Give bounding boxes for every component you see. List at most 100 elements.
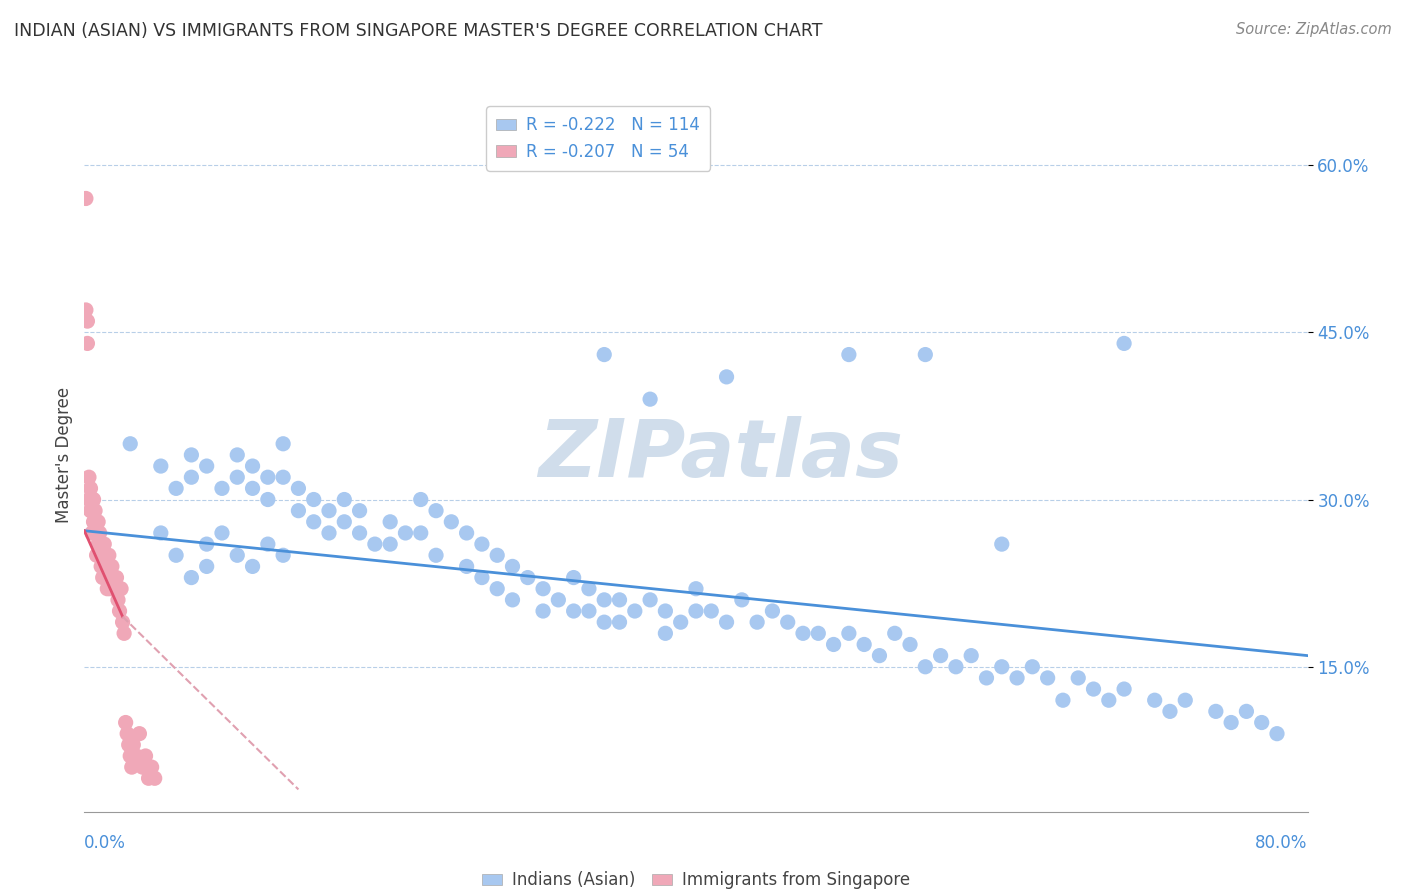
- Point: [516, 571, 538, 585]
- Point: [638, 592, 661, 607]
- Point: [502, 559, 524, 574]
- Point: [547, 592, 569, 607]
- Point: [425, 503, 447, 517]
- Point: [131, 760, 153, 774]
- Point: [111, 615, 134, 630]
- Point: [471, 537, 494, 551]
- Point: [1250, 715, 1272, 730]
- Point: [77, 470, 100, 484]
- Point: [838, 626, 860, 640]
- Point: [456, 525, 478, 540]
- Point: [195, 458, 218, 473]
- Point: [838, 348, 860, 362]
- Point: [287, 503, 309, 517]
- Point: [104, 582, 127, 596]
- Point: [883, 626, 905, 640]
- Point: [287, 482, 309, 496]
- Point: [700, 604, 723, 618]
- Point: [83, 492, 105, 507]
- Point: [242, 458, 264, 473]
- Point: [79, 482, 101, 496]
- Point: [716, 615, 738, 630]
- Point: [112, 626, 135, 640]
- Point: [86, 525, 108, 540]
- Point: [960, 648, 983, 663]
- Point: [409, 525, 432, 540]
- Point: [120, 436, 142, 450]
- Point: [333, 492, 356, 507]
- Point: [669, 615, 692, 630]
- Point: [84, 503, 107, 517]
- Point: [531, 582, 554, 596]
- Point: [609, 615, 631, 630]
- Y-axis label: Master's Degree: Master's Degree: [55, 387, 73, 523]
- Point: [101, 559, 124, 574]
- Point: [945, 660, 967, 674]
- Point: [257, 470, 280, 484]
- Point: [76, 336, 98, 351]
- Point: [394, 525, 416, 540]
- Point: [105, 571, 128, 585]
- Point: [97, 571, 120, 585]
- Point: [1021, 660, 1043, 674]
- Point: [318, 525, 340, 540]
- Point: [1174, 693, 1197, 707]
- Point: [91, 571, 114, 585]
- Point: [898, 637, 921, 651]
- Point: [98, 582, 121, 596]
- Point: [103, 571, 125, 585]
- Point: [302, 492, 325, 507]
- Point: [761, 604, 783, 618]
- Point: [97, 548, 120, 563]
- Point: [1114, 336, 1136, 351]
- Point: [211, 525, 233, 540]
- Point: [122, 738, 145, 752]
- Point: [654, 626, 676, 640]
- Point: [593, 348, 616, 362]
- Point: [120, 748, 142, 763]
- Point: [731, 592, 754, 607]
- Point: [471, 571, 494, 585]
- Text: 80.0%: 80.0%: [1256, 834, 1308, 852]
- Point: [87, 515, 110, 529]
- Point: [257, 537, 280, 551]
- Point: [75, 303, 97, 318]
- Point: [1083, 681, 1105, 696]
- Point: [94, 548, 117, 563]
- Point: [115, 726, 138, 740]
- Point: [211, 482, 233, 496]
- Point: [1220, 715, 1243, 730]
- Point: [409, 492, 432, 507]
- Point: [226, 548, 249, 563]
- Point: [654, 604, 676, 618]
- Point: [776, 615, 799, 630]
- Point: [180, 470, 202, 484]
- Point: [976, 671, 998, 685]
- Point: [271, 436, 294, 450]
- Point: [80, 503, 103, 517]
- Point: [914, 348, 936, 362]
- Point: [271, 548, 294, 563]
- Point: [638, 392, 661, 407]
- Point: [1067, 671, 1090, 685]
- Legend: Indians (Asian), Immigrants from Singapore: Indians (Asian), Immigrants from Singapo…: [475, 865, 917, 892]
- Point: [121, 760, 143, 774]
- Point: [77, 492, 100, 507]
- Point: [91, 548, 114, 563]
- Point: [180, 448, 202, 462]
- Point: [349, 525, 371, 540]
- Text: 0.0%: 0.0%: [84, 834, 127, 852]
- Point: [242, 482, 264, 496]
- Text: ZIPatlas: ZIPatlas: [538, 416, 903, 494]
- Point: [562, 604, 585, 618]
- Point: [593, 615, 616, 630]
- Point: [108, 604, 131, 618]
- Point: [165, 548, 187, 563]
- Point: [685, 582, 707, 596]
- Point: [593, 592, 616, 607]
- Point: [486, 582, 509, 596]
- Point: [929, 648, 952, 663]
- Point: [96, 559, 118, 574]
- Point: [747, 615, 769, 630]
- Point: [823, 637, 845, 651]
